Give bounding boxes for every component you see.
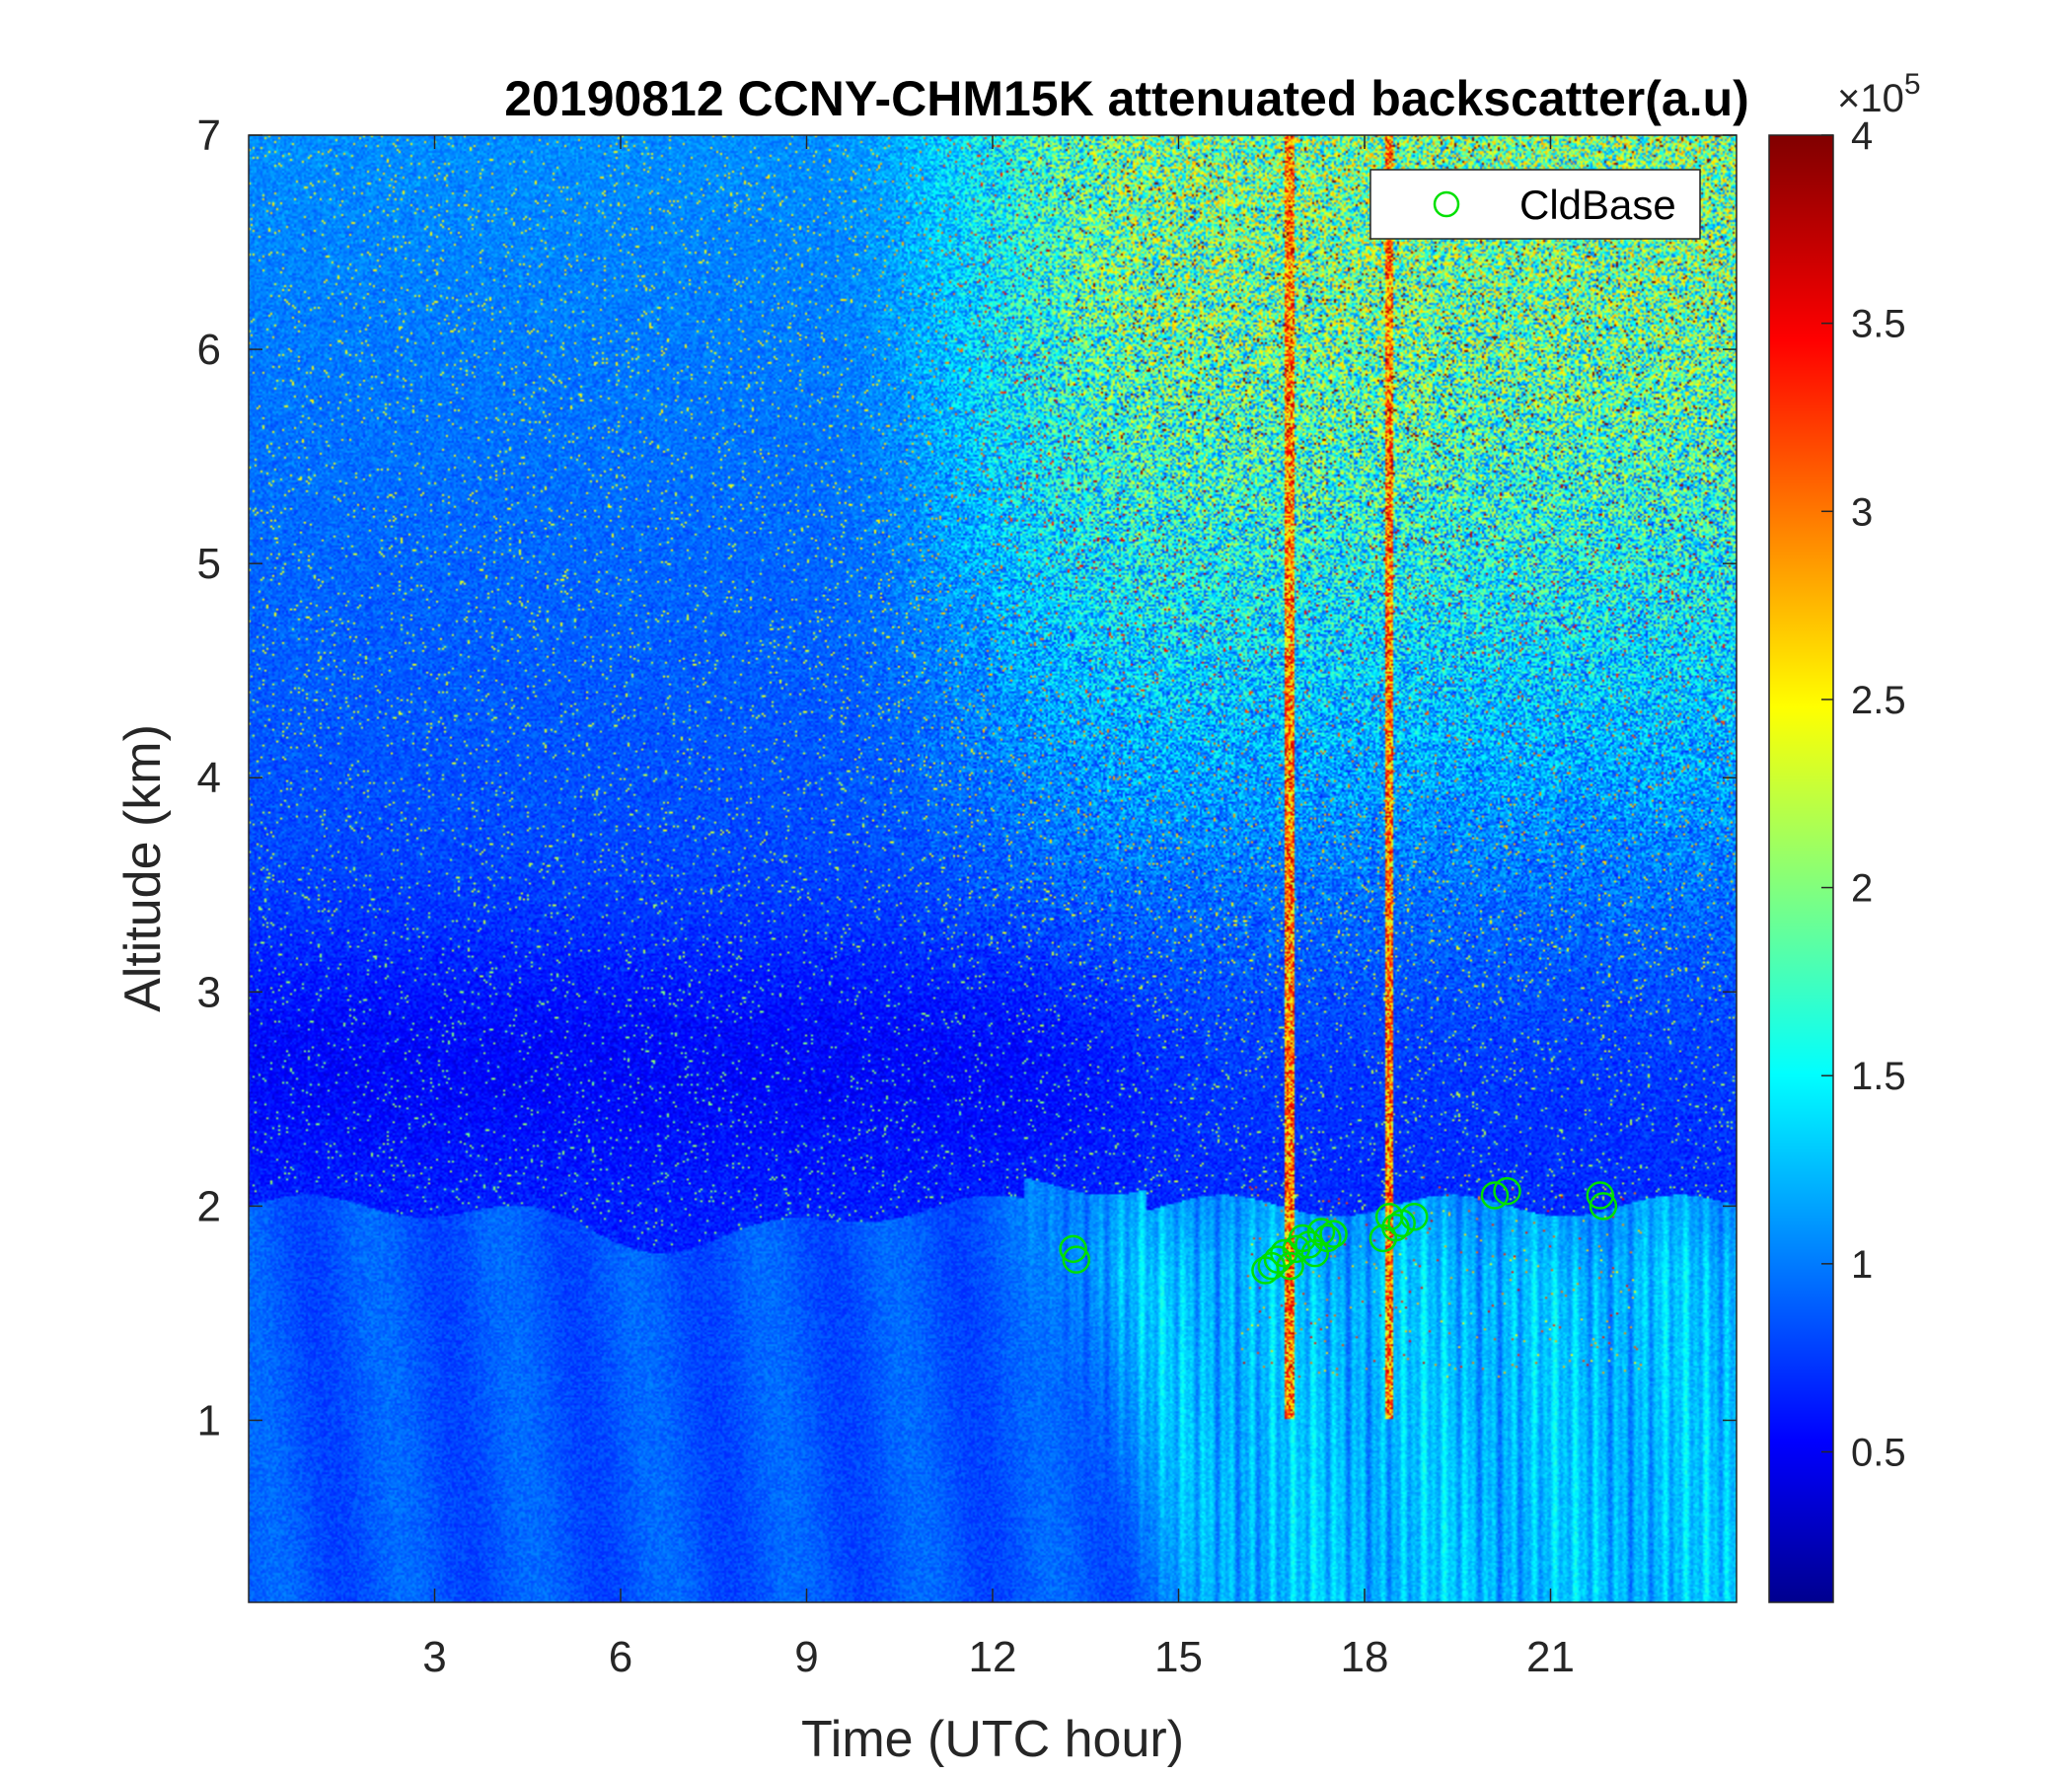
cldbase-point bbox=[1319, 1220, 1348, 1248]
x-tick-label: 15 bbox=[1154, 1633, 1203, 1681]
legend-box bbox=[1369, 169, 1701, 240]
y-tick-label: 6 bbox=[197, 326, 221, 374]
cldbase-point bbox=[1586, 1181, 1615, 1210]
cldbase-point bbox=[1589, 1192, 1618, 1221]
x-tick-label: 6 bbox=[609, 1633, 632, 1681]
cldbase-point bbox=[1270, 1238, 1298, 1268]
colorbar-tick-label: 1.5 bbox=[1851, 1055, 1906, 1098]
cldbase-point bbox=[1059, 1234, 1087, 1264]
y-axis-ticks: 1 2 3 4 5 6 7 bbox=[197, 111, 1737, 1444]
legend: CldBase bbox=[1369, 169, 1701, 240]
colorbar-tick-label: 4 bbox=[1851, 114, 1873, 158]
y-tick-label: 5 bbox=[197, 540, 221, 588]
colorbar-exponent: ×105 bbox=[1837, 68, 1921, 120]
cldbase-point bbox=[1062, 1245, 1091, 1274]
colorbar-tick-label: 1 bbox=[1851, 1243, 1873, 1287]
colorbar-gradient bbox=[1768, 134, 1834, 1603]
legend-entry-cldbase: CldBase bbox=[1519, 182, 1676, 228]
colorbar-tick-label: 2 bbox=[1851, 867, 1873, 911]
colorbar-tick-label: 3.5 bbox=[1851, 303, 1906, 346]
cldbase-point bbox=[1480, 1181, 1510, 1210]
colorbar-exponent-power: 5 bbox=[1904, 68, 1921, 101]
backscatter-heatmap bbox=[249, 135, 1737, 1602]
cldbase-markers bbox=[1059, 1176, 1618, 1285]
colorbar-ticks: 0.5 1 1.5 2 2.5 3 3.5 4 bbox=[1821, 114, 1906, 1474]
y-tick-label: 4 bbox=[197, 754, 221, 802]
x-tick-label: 21 bbox=[1526, 1633, 1575, 1681]
y-tick-label: 1 bbox=[197, 1396, 221, 1444]
y-tick-label: 3 bbox=[197, 968, 221, 1016]
colorbar-tick-label: 2.5 bbox=[1851, 679, 1906, 722]
colorbar-tick-label: 0.5 bbox=[1851, 1431, 1906, 1474]
x-tick-label: 9 bbox=[794, 1633, 818, 1681]
x-axis-ticks: 3 6 9 12 15 18 21 bbox=[422, 135, 1575, 1681]
legend-marker-icon bbox=[1433, 190, 1460, 218]
x-tick-label: 18 bbox=[1341, 1633, 1389, 1681]
x-axis-label: Time (UTC hour) bbox=[801, 1711, 1184, 1768]
colorbar-exponent-base: ×10 bbox=[1837, 77, 1904, 120]
colorbar-tick-label: 3 bbox=[1851, 490, 1873, 534]
cldbase-point bbox=[1306, 1218, 1336, 1246]
cldbase-point bbox=[1400, 1203, 1429, 1231]
x-tick-label: 12 bbox=[969, 1633, 1017, 1681]
y-axis-label: Altitude (km) bbox=[114, 724, 172, 1012]
y-tick-label: 7 bbox=[197, 111, 221, 160]
cldbase-point bbox=[1276, 1251, 1304, 1281]
colorbar: 0.5 1 1.5 2 2.5 3 3.5 4 ×105 bbox=[1768, 68, 1921, 1603]
cldbase-point bbox=[1493, 1176, 1521, 1206]
y-tick-label: 2 bbox=[197, 1182, 221, 1230]
plot-area bbox=[248, 134, 1738, 1603]
x-tick-label: 3 bbox=[422, 1633, 446, 1681]
cldbase-point bbox=[1313, 1223, 1342, 1253]
chart-title: 20190812 CCNY-CHM15K attenuated backscat… bbox=[504, 71, 1749, 126]
